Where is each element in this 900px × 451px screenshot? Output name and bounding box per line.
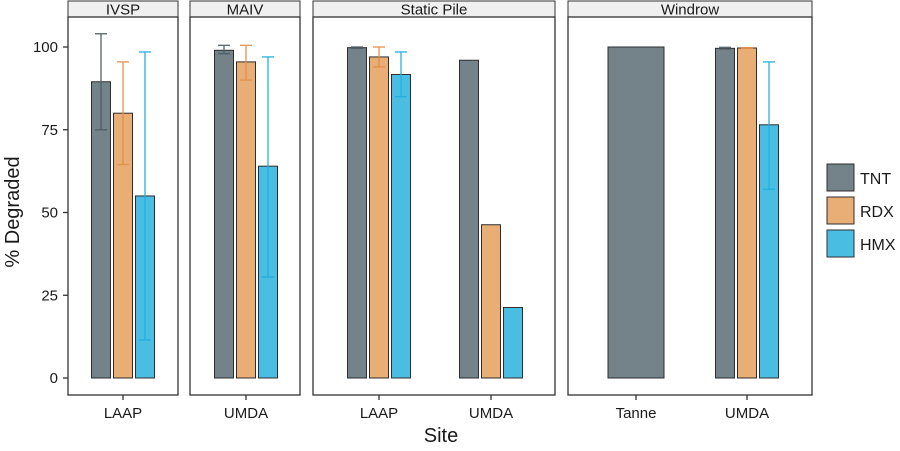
error-bar-hmx: [139, 51, 151, 341]
x-axis-title: Site: [424, 425, 458, 446]
x-tick-label: Tanne: [616, 405, 657, 422]
y-axis: 0 25 50 75 100: [33, 39, 68, 387]
bar-tnt-umda: [715, 47, 735, 379]
bar-hmx-umda: [503, 306, 523, 379]
error-bar-hmx: [763, 61, 775, 191]
error-bar-tnt: [719, 46, 731, 50]
y-tick-label: 0: [50, 370, 58, 387]
panel-windrow: Windrow Tanne UMDA: [567, 0, 813, 422]
bar-tnt-umda: [214, 49, 234, 379]
bar-rdx-umda: [481, 224, 501, 379]
x-tick-label: UMDA: [224, 405, 268, 422]
legend-swatch-rdx: [826, 196, 855, 225]
facet-label: Windrow: [661, 2, 720, 19]
x-tick-label: UMDA: [725, 405, 769, 422]
legend-label-tnt: TNT: [860, 171, 891, 188]
y-tick-label: 50: [41, 205, 58, 222]
legend: TNT RDX HMX: [826, 163, 896, 258]
error-bar-tnt: [218, 44, 230, 55]
bar-tnt-laap: [347, 47, 367, 379]
bar-tnt-umda: [459, 59, 479, 379]
error-bar-tnt: [351, 46, 363, 50]
legend-label-rdx: RDX: [860, 204, 894, 221]
bar-rdx-umda: [737, 47, 757, 379]
facet-label: MAIV: [227, 2, 264, 19]
error-bar-rdx: [741, 46, 753, 50]
error-bar-hmx: [262, 56, 274, 278]
y-tick-label: 100: [33, 39, 58, 56]
facet-label: IVSP: [106, 2, 140, 19]
y-axis-title: % Degraded: [2, 156, 24, 267]
panel-static-pile: Static Pile LAAP UMDA: [312, 0, 556, 422]
error-bar-rdx: [373, 46, 385, 68]
legend-swatch-hmx: [826, 229, 855, 258]
error-bar-hmx: [395, 51, 407, 98]
facet-label: Static Pile: [401, 2, 468, 19]
y-tick-label: 25: [41, 287, 58, 304]
legend-swatch-tnt: [826, 163, 855, 192]
x-tick-label: LAAP: [104, 405, 142, 422]
panel-maiv: MAIV UMDA: [189, 0, 301, 422]
error-bar-rdx: [117, 61, 129, 166]
error-bar-tnt: [95, 33, 107, 131]
error-bar-rdx: [240, 44, 252, 81]
panel-ivsp: IVSP LAAP: [67, 0, 179, 422]
x-tick-label: LAAP: [360, 405, 398, 422]
legend-label-hmx: HMX: [860, 237, 896, 254]
bar-rdx-laap: [369, 56, 389, 379]
bar-rdx-umda: [236, 61, 256, 379]
bar-hmx-laap: [391, 73, 411, 379]
bar-tnt-tanne: [607, 46, 665, 379]
y-tick-label: 75: [41, 122, 58, 139]
x-tick-label: UMDA: [469, 405, 513, 422]
